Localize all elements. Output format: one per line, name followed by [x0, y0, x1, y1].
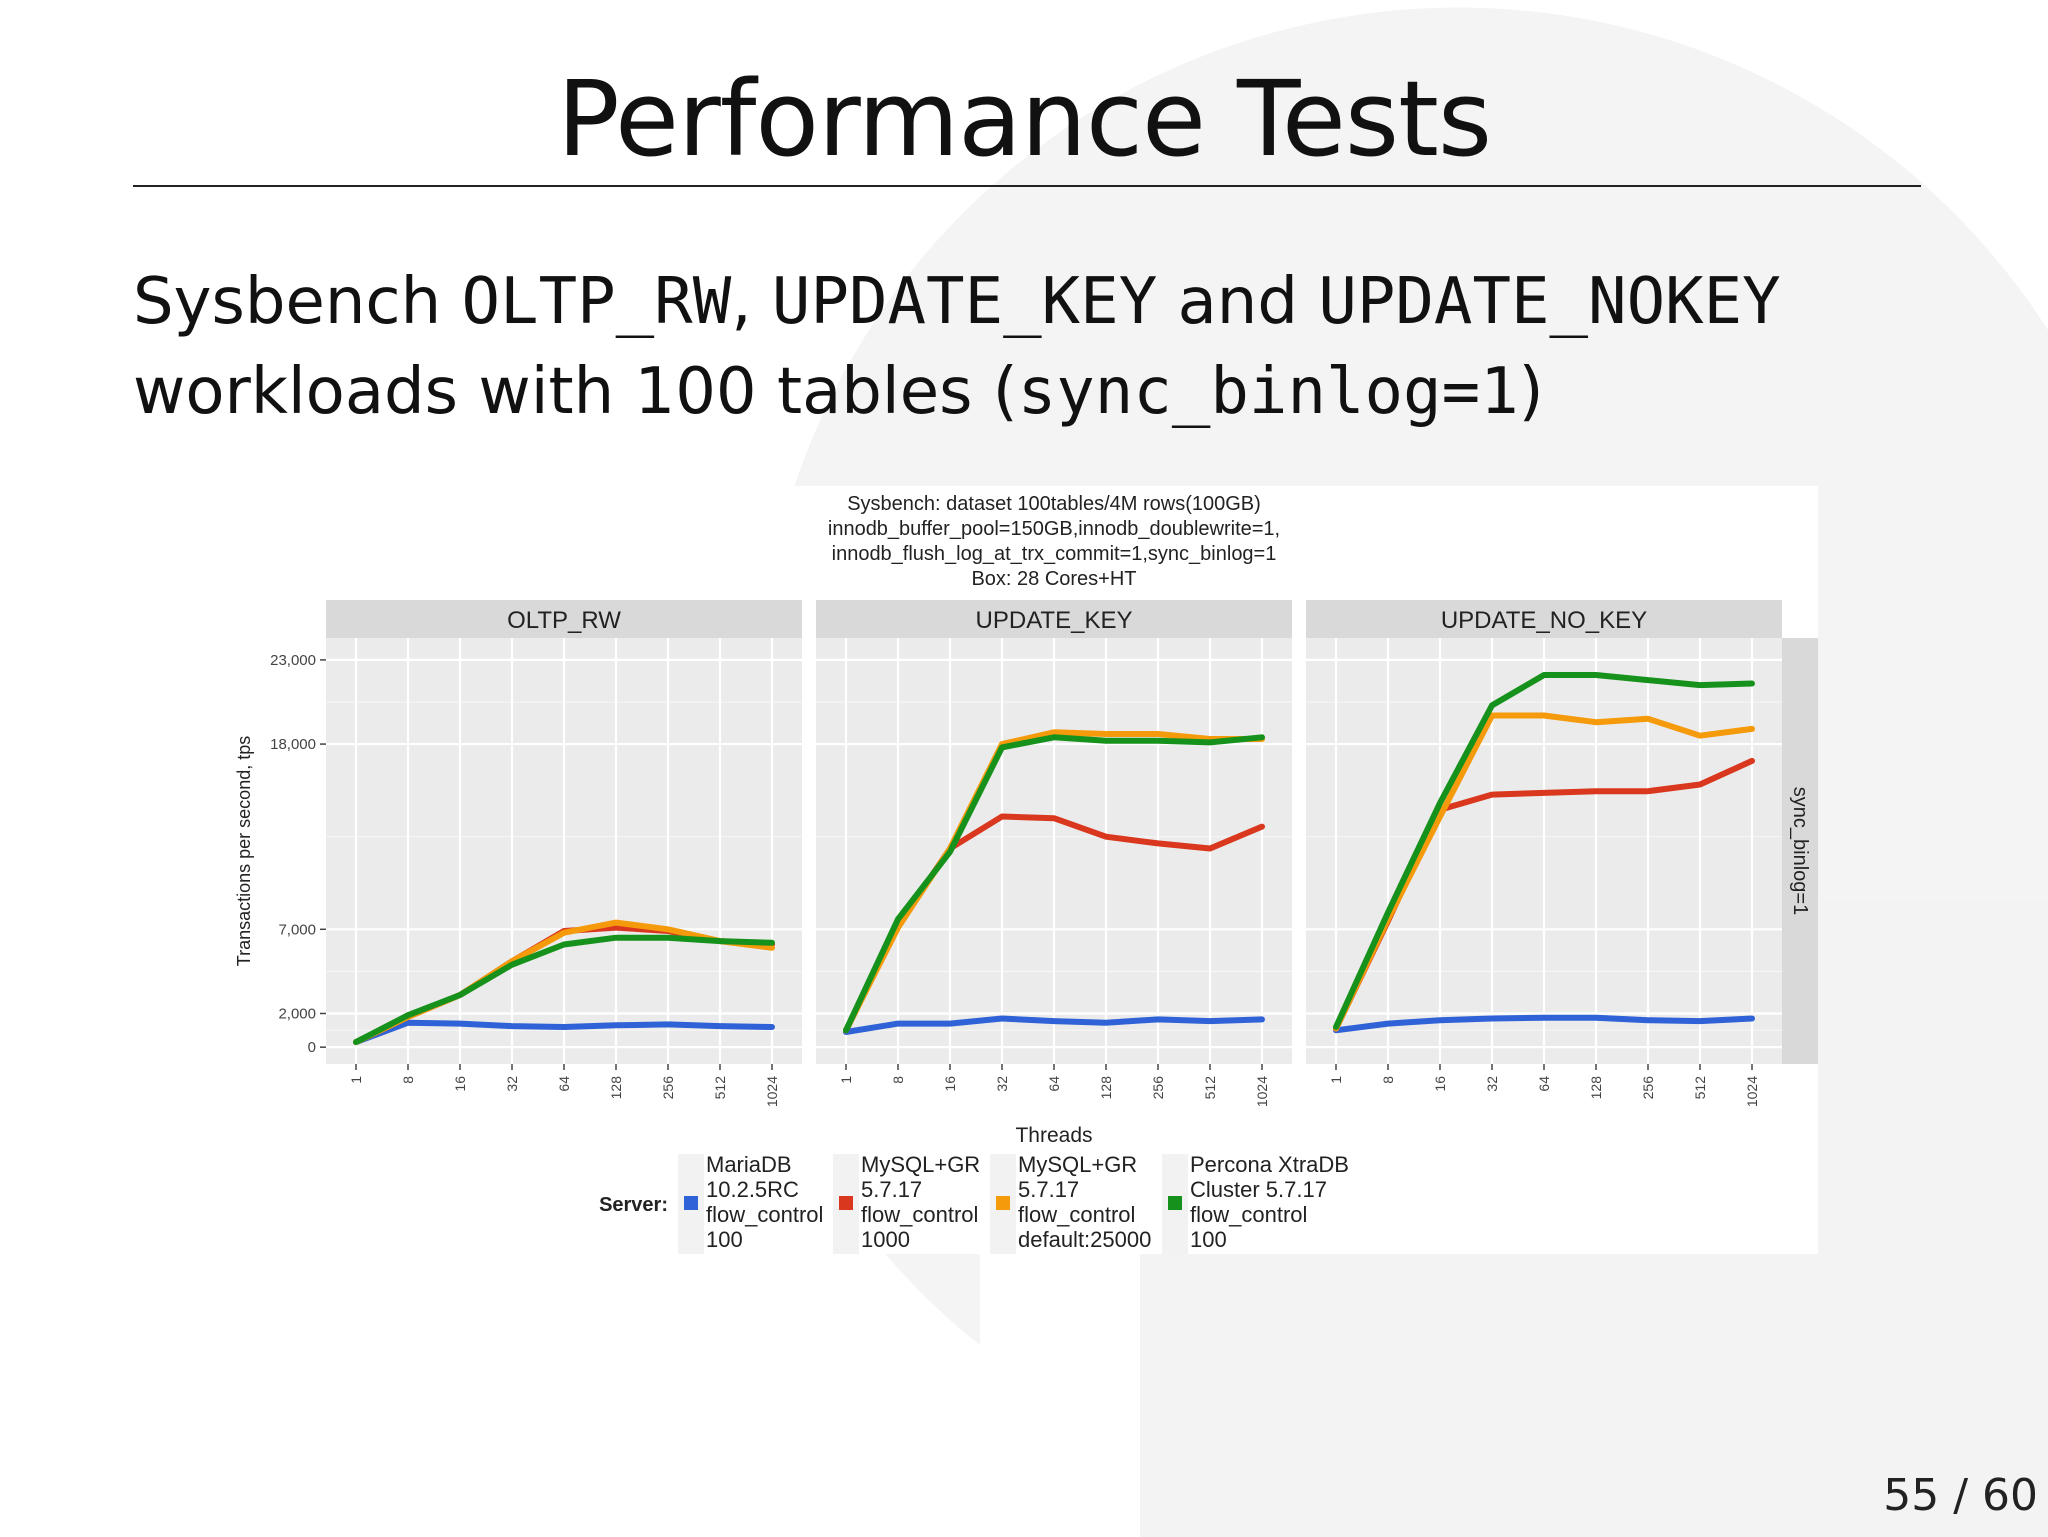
subtitle-text: Sysbench — [133, 265, 462, 339]
row-strip — [1782, 638, 1818, 1064]
panel-strip — [816, 600, 1292, 638]
chart-title-line: innodb_buffer_pool=150GB,innodb_doublewr… — [828, 518, 1280, 540]
subtitle-code-sync-binlog: sync_binlog=1 — [1017, 355, 1519, 429]
legend-entry-text: 100 — [1190, 1227, 1227, 1252]
series-line-2-3 — [1333, 672, 1755, 1030]
series-line-1-3 — [843, 734, 1265, 1034]
chart-title-line: Box: 28 Cores+HT — [971, 568, 1136, 590]
legend-entry-text: flow_control — [1018, 1202, 1135, 1227]
x-tick-label: 512 — [712, 1076, 728, 1100]
subtitle-text: workloads with 100 tables ( — [133, 355, 1018, 429]
y-tick-label: 0 — [308, 1039, 316, 1056]
x-tick-label: 8 — [400, 1076, 416, 1084]
series-line-2-2 — [1333, 712, 1755, 1032]
y-tick-label: 2,000 — [278, 1005, 316, 1022]
legend-entry-text: default:25000 — [1018, 1227, 1151, 1252]
legend-entry-text: MySQL+GR — [1018, 1152, 1137, 1177]
subtitle-code-update-key: UPDATE_KEY — [771, 265, 1158, 339]
subtitle-code-oltp-rw: OLTP_RW — [461, 265, 732, 339]
chart-title-line: innodb_flush_log_at_trx_commit=1,sync_bi… — [832, 543, 1277, 565]
legend-entry-text: flow_control — [706, 1202, 823, 1227]
legend-entry-text: 5.7.17 — [861, 1177, 922, 1202]
legend-swatch — [1168, 1196, 1182, 1210]
x-tick-label: 64 — [1536, 1076, 1552, 1092]
y-axis-title: Transactions per second, tps — [234, 736, 254, 966]
panel-strip — [326, 600, 802, 638]
y-tick-label: 18,000 — [270, 736, 316, 753]
x-tick-label: 128 — [608, 1076, 624, 1100]
legend-entry-text: MariaDB — [706, 1152, 792, 1177]
panel-strip-label: OLTP_RW — [507, 607, 621, 634]
panel-strip — [1306, 600, 1782, 638]
x-tick-label: 1024 — [764, 1076, 780, 1107]
slide-title: Performance Tests — [556, 58, 1492, 180]
x-tick-label: 64 — [1046, 1076, 1062, 1092]
x-tick-label: 1024 — [1254, 1076, 1270, 1107]
x-tick-label: 256 — [1150, 1076, 1166, 1100]
series-line-2-0 — [1333, 1014, 1755, 1034]
x-tick-label: 16 — [452, 1076, 468, 1092]
legend-entry-text: 10.2.5RC — [706, 1177, 799, 1202]
x-tick-label: 8 — [890, 1076, 906, 1084]
x-tick-label: 16 — [942, 1076, 958, 1092]
row-strip-label: sync_binlog=1 — [1789, 787, 1811, 915]
subtitle-line-2: workloads with 100 tables (sync_binlog=1… — [133, 355, 1544, 429]
subtitle-line-1: Sysbench OLTP_RW, UPDATE_KEY and UPDATE_… — [133, 265, 1781, 339]
x-tick-label: 64 — [556, 1076, 572, 1092]
legend-entry-text: flow_control — [1190, 1202, 1307, 1227]
legend-entry-text: 100 — [706, 1227, 743, 1252]
page-number: 55 / 60 — [1883, 1470, 2038, 1521]
subtitle-code-update-nokey: UPDATE_NOKEY — [1318, 265, 1781, 339]
x-tick-label: 32 — [1484, 1076, 1500, 1092]
legend-entry-text: flow_control — [861, 1202, 978, 1227]
x-tick-label: 1 — [1328, 1076, 1344, 1084]
performance-chart: Sysbench: dataset 100tables/4M rows(100G… — [234, 493, 1818, 1254]
legend-swatch — [684, 1196, 698, 1210]
x-tick-label: 512 — [1202, 1076, 1218, 1100]
legend-swatch — [996, 1196, 1010, 1210]
x-tick-label: 1 — [838, 1076, 854, 1084]
x-tick-label: 1024 — [1744, 1076, 1760, 1107]
subtitle-text: , — [731, 265, 772, 339]
subtitle-text: and — [1157, 265, 1319, 339]
legend-swatch — [839, 1196, 853, 1210]
legend-title: Server: — [599, 1194, 668, 1216]
legend-entry-text: Percona XtraDB — [1190, 1152, 1349, 1177]
x-tick-label: 8 — [1380, 1076, 1396, 1084]
x-tick-label: 256 — [1640, 1076, 1656, 1100]
subtitle-text: ) — [1518, 355, 1544, 429]
legend-entry-text: 5.7.17 — [1018, 1177, 1079, 1202]
y-tick-label: 7,000 — [278, 921, 316, 938]
title-divider — [133, 185, 1921, 187]
series-line-0-0 — [353, 1019, 775, 1046]
x-tick-label: 128 — [1588, 1076, 1604, 1100]
panel-strip-label: UPDATE_NO_KEY — [1441, 607, 1647, 634]
x-tick-label: 256 — [660, 1076, 676, 1100]
x-tick-label: 128 — [1098, 1076, 1114, 1100]
x-tick-label: 512 — [1692, 1076, 1708, 1100]
legend-entry-text: MySQL+GR — [861, 1152, 980, 1177]
x-tick-label: 32 — [994, 1076, 1010, 1092]
y-tick-label: 23,000 — [270, 652, 316, 669]
x-tick-label: 16 — [1432, 1076, 1448, 1092]
legend-entry-text: Cluster 5.7.17 — [1190, 1177, 1327, 1202]
legend-entry-text: 1000 — [861, 1227, 910, 1252]
x-axis-title: Threads — [1015, 1124, 1092, 1147]
series-line-0-3 — [353, 934, 775, 1046]
chart-title-line: Sysbench: dataset 100tables/4M rows(100G… — [847, 493, 1261, 515]
panel-strip-label: UPDATE_KEY — [976, 607, 1133, 634]
x-tick-label: 32 — [504, 1076, 520, 1092]
x-tick-label: 1 — [348, 1076, 364, 1084]
series-line-1-0 — [843, 1015, 1265, 1035]
